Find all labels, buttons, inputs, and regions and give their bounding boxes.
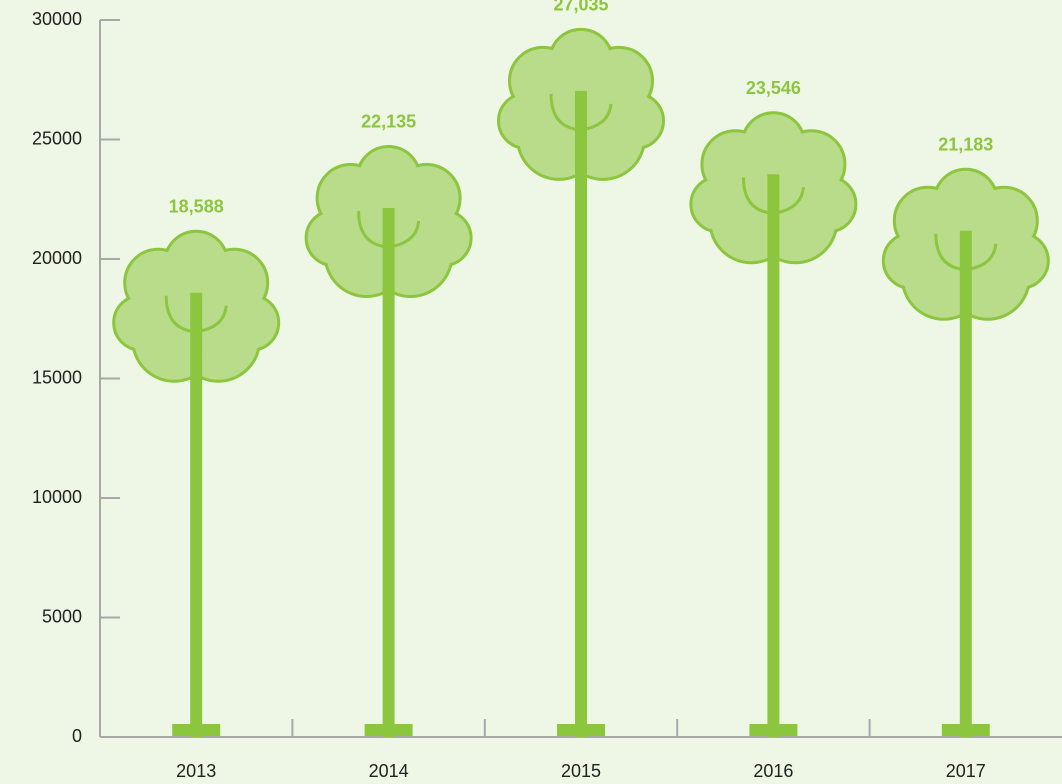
value-label: 27,035: [553, 0, 608, 15]
y-tick-label: 15000: [32, 367, 82, 387]
x-tick-label: 2016: [753, 761, 793, 781]
chart: 0 5000 10000 15000 20000 25000 30000 2013 18,588…: [0, 0, 1062, 784]
tree-base: [942, 724, 990, 736]
value-label: 18,588: [169, 196, 224, 216]
tree-trunk: [383, 208, 395, 737]
y-tick-label: 30000: [32, 9, 82, 29]
y-tick-label: 10000: [32, 487, 82, 507]
tree-base: [172, 724, 220, 736]
value-label: 22,135: [361, 112, 416, 132]
y-tick-label: 25000: [32, 128, 82, 148]
tree-trunk: [960, 231, 972, 737]
tree-base: [749, 724, 797, 736]
x-tick-label: 2013: [176, 761, 216, 781]
page: 0 5000 10000 15000 20000 25000 30000 2013 18,588…: [0, 0, 1062, 784]
x-tick-label: 2017: [946, 761, 986, 781]
y-tick-label: 0: [72, 726, 82, 746]
tree-trunk: [767, 174, 779, 737]
x-tick-label: 2015: [561, 761, 601, 781]
x-tick-label: 2014: [369, 761, 409, 781]
tree-base: [365, 724, 413, 736]
tree-trunk: [575, 91, 587, 737]
tree-base: [557, 724, 605, 736]
y-tick-label: 5000: [42, 606, 82, 626]
value-label: 21,183: [938, 134, 993, 154]
tree-trunk: [190, 293, 202, 737]
y-tick-label: 20000: [32, 248, 82, 268]
value-label: 23,546: [746, 78, 801, 98]
